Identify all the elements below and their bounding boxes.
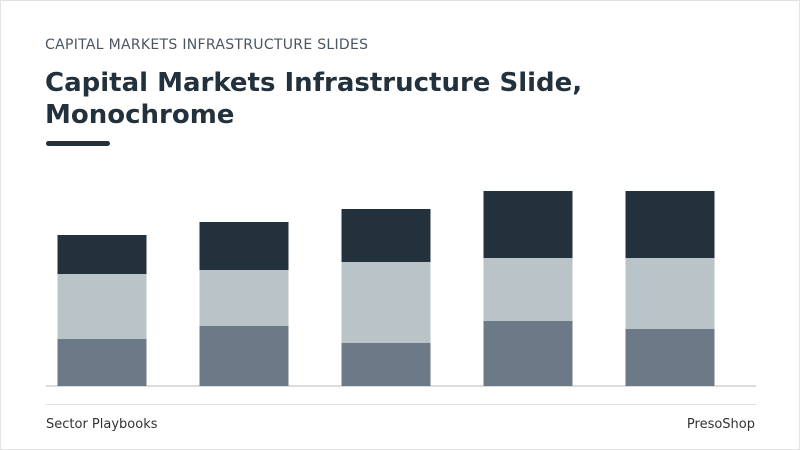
bar-segment [625, 191, 715, 258]
bar-segment [57, 235, 147, 274]
bar-segment [57, 274, 147, 339]
footer-left: Sector Playbooks [46, 417, 158, 432]
chart [46, 191, 756, 387]
bar-segment [341, 343, 431, 386]
bar-segment [483, 191, 573, 258]
bar-segment [199, 326, 289, 386]
bar-segment [199, 222, 289, 270]
bar-segment [341, 209, 431, 262]
title-underline [46, 141, 110, 146]
bar-segment [625, 258, 715, 329]
footer-right: PresoShop [686, 417, 755, 432]
footer-divider [46, 404, 756, 405]
title: Capital Markets Infrastructure Slide, Mo… [45, 68, 583, 130]
bar-segment [341, 262, 431, 343]
bar-segment [57, 339, 147, 386]
kicker: CAPITAL MARKETS INFRASTRUCTURE SLIDES [45, 37, 369, 53]
bar-segment [625, 329, 715, 386]
bar-segment [483, 258, 573, 321]
bar-segment [483, 321, 573, 386]
bar-segment [199, 270, 289, 326]
